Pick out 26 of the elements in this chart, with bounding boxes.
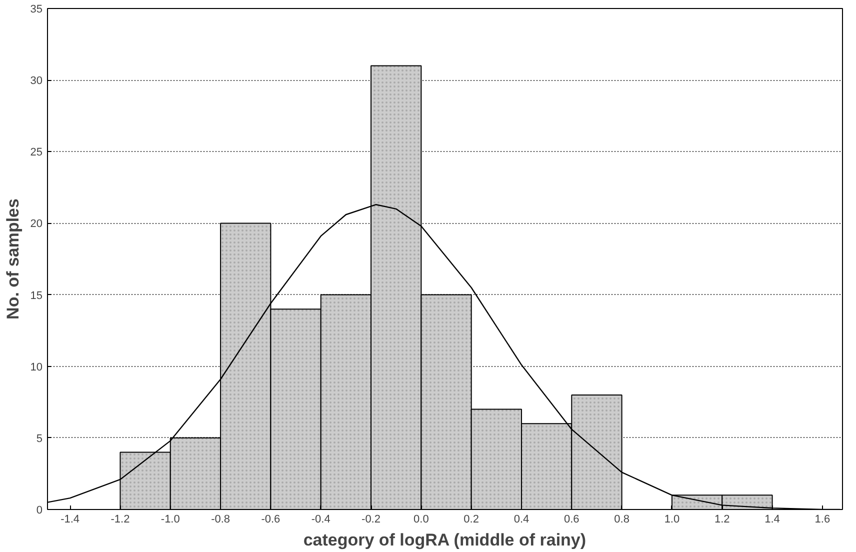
x-tick-label: -1.2 — [110, 514, 130, 526]
x-tick-label: 1.2 — [714, 514, 730, 526]
y-tick-label: 35 — [30, 4, 43, 16]
x-axis-title: category of logRA (middle of rainy) — [303, 530, 586, 550]
x-tick-label: -0.6 — [261, 514, 280, 526]
x-tick-label: 0.8 — [614, 514, 630, 526]
x-tick-label: 0.2 — [464, 514, 479, 526]
x-tick-label: 1.6 — [814, 514, 830, 526]
y-tick-label: 15 — [30, 290, 43, 302]
x-tick-label: 0.4 — [514, 514, 530, 526]
x-tick-label: 0.6 — [564, 514, 580, 526]
x-tick-label: -1.4 — [60, 514, 80, 526]
y-tick-label: 25 — [30, 146, 43, 159]
y-axis-title: No. of samples — [3, 198, 22, 320]
y-tick-label: 30 — [30, 75, 43, 88]
y-tick-label: 10 — [30, 361, 43, 374]
x-tick-label: -1.0 — [160, 514, 180, 526]
x-tick-label: 0.0 — [414, 514, 429, 526]
x-tick-label: -0.2 — [362, 514, 381, 526]
y-tick-label: 0 — [36, 504, 43, 516]
x-tick-label: -0.8 — [211, 514, 230, 526]
x-tick-label: -0.4 — [311, 514, 330, 526]
x-tick-label: 1.0 — [664, 514, 680, 526]
x-tick-label: 1.4 — [764, 514, 780, 526]
y-tick-label: 5 — [36, 432, 43, 445]
y-tick-label: 20 — [30, 218, 43, 230]
